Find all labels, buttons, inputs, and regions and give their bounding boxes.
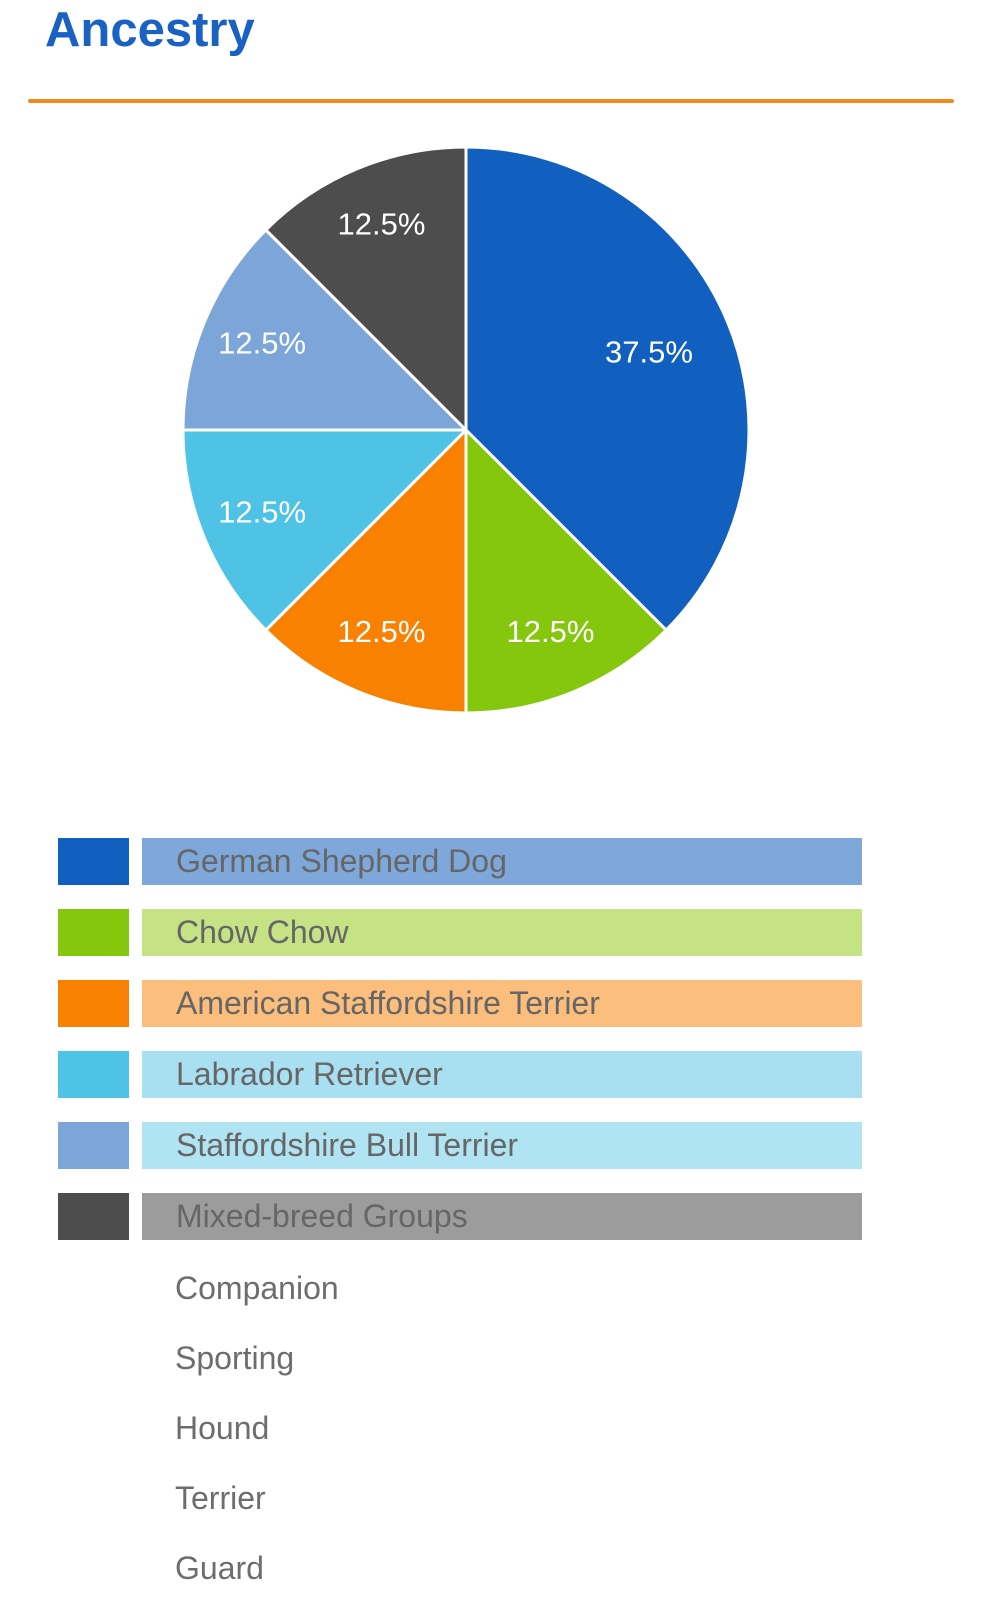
- pie-slice-chow-chow: [464, 428, 668, 715]
- page-title: Ancestry: [45, 3, 255, 57]
- pie-slice-mixed-breed-groups: [264, 145, 468, 432]
- legend-breed-label: American Staffordshire Terrier: [176, 985, 600, 1021]
- legend-breed-bar: Mixed-breed Groups: [142, 1193, 862, 1240]
- pie-slice-labrador-retriever: [181, 428, 468, 632]
- legend-breed-label: Labrador Retriever: [176, 1056, 443, 1092]
- pie-slice-percentage-label: 12.5%: [218, 495, 306, 530]
- legend-row-labrador-retriever: Labrador Retriever: [58, 1051, 862, 1098]
- ancestry-pie-chart: 37.5% 12.5% 12.5% 12.5% 12.5% 12.5%: [180, 144, 752, 716]
- legend-breed-label: Mixed-breed Groups: [176, 1198, 468, 1234]
- legend-breed-bar: German Shepherd Dog: [142, 838, 862, 885]
- pie-slice-percentage-label: 12.5%: [338, 206, 426, 241]
- legend-color-swatch: [58, 909, 129, 956]
- pie-slice-staffordshire-bull-terrier: [181, 228, 468, 432]
- breed-group-item-terrier: Terrier: [175, 1480, 266, 1516]
- legend-color-swatch: [58, 838, 129, 885]
- title-underline-rule: [28, 99, 954, 103]
- breed-group-item-companion: Companion: [175, 1270, 339, 1306]
- legend-breed-bar: Chow Chow: [142, 909, 862, 956]
- legend-breed-bar: American Staffordshire Terrier: [142, 980, 862, 1027]
- legend-row-mixed-breed-groups: Mixed-breed Groups: [58, 1193, 862, 1240]
- breed-group-item-guard: Guard: [175, 1550, 264, 1586]
- breed-group-item-sporting: Sporting: [175, 1340, 295, 1376]
- mixed-breed-group-list: Companion Sporting Hound Terrier Guard: [175, 1264, 339, 1593]
- pie-slice-percentage-label: 37.5%: [605, 334, 693, 369]
- pie-slice-percentage-label: 12.5%: [338, 614, 426, 649]
- legend-row-german-shepherd-dog: German Shepherd Dog: [58, 838, 862, 885]
- legend-breed-label: Staffordshire Bull Terrier: [176, 1127, 519, 1163]
- legend-row-american-staffordshire-terrier: American Staffordshire Terrier: [58, 980, 862, 1027]
- legend-color-swatch: [58, 1051, 129, 1098]
- pie-slice-percentage-label: 12.5%: [507, 614, 595, 649]
- pie-slice-american-staffordshire-terrier: [264, 428, 468, 715]
- ancestry-legend: German Shepherd Dog Chow Chow American S…: [58, 838, 862, 1240]
- pie-slice-german-shepherd-dog: [464, 145, 751, 632]
- legend-row-chow-chow: Chow Chow: [58, 909, 862, 956]
- breed-group-item-hound: Hound: [175, 1410, 270, 1446]
- legend-color-swatch: [58, 1193, 129, 1240]
- pie-chart-svg: 37.5% 12.5% 12.5% 12.5% 12.5% 12.5%: [181, 145, 751, 715]
- legend-breed-label: German Shepherd Dog: [176, 843, 507, 879]
- legend-breed-bar: Staffordshire Bull Terrier: [142, 1122, 862, 1169]
- legend-row-staffordshire-bull-terrier: Staffordshire Bull Terrier: [58, 1122, 862, 1169]
- legend-breed-bar: Labrador Retriever: [142, 1051, 862, 1098]
- pie-slice-percentage-label: 12.5%: [218, 326, 306, 361]
- legend-breed-label: Chow Chow: [176, 914, 349, 950]
- legend-color-swatch: [58, 980, 129, 1027]
- legend-color-swatch: [58, 1122, 129, 1169]
